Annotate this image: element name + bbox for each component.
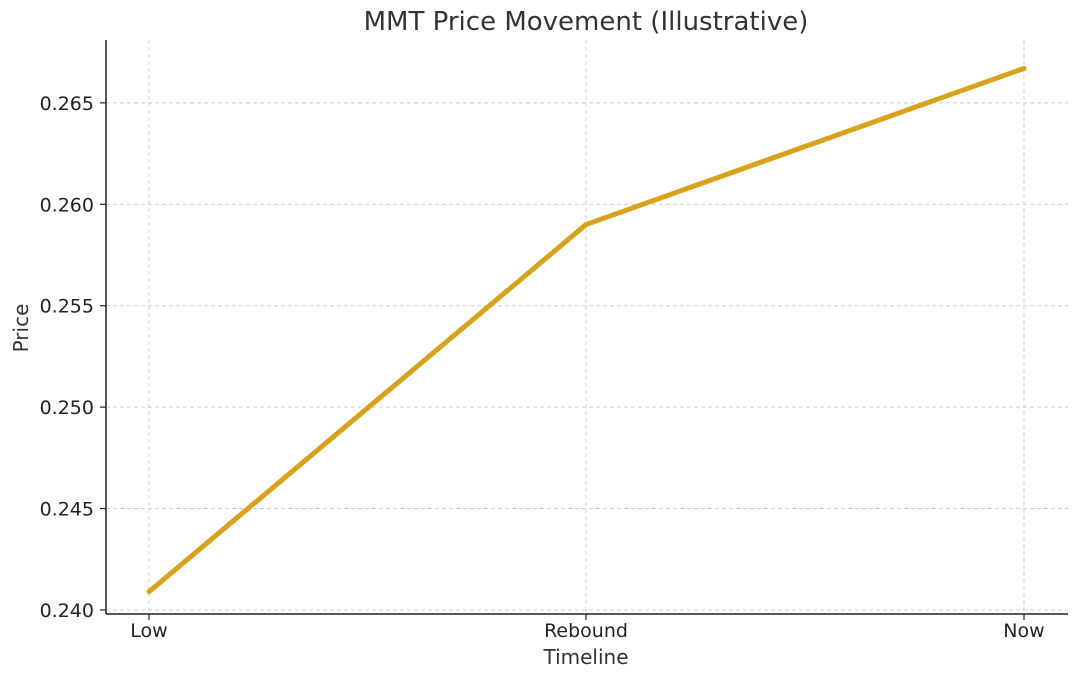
y-tick-label: 0.245: [40, 499, 94, 521]
chart-title: MMT Price Movement (Illustrative): [364, 7, 809, 37]
y-tick-label: 0.265: [40, 93, 94, 115]
y-axis-label: Price: [9, 304, 33, 353]
axis-layer: [105, 40, 1068, 615]
y-tick-label: 0.260: [40, 194, 94, 216]
x-tick-label: Rebound: [544, 620, 628, 642]
x-tick-label: Low: [130, 620, 167, 642]
series-layer: [146, 65, 1027, 595]
tick-layer: 0.240 0.245 0.250 0.255 0.260 0.265 Low Rebound…: [40, 93, 1045, 642]
x-tick-label: Now: [1003, 620, 1044, 642]
x-axis-label: Timeline: [542, 645, 628, 669]
grid-layer: [106, 40, 1068, 614]
y-tick-label: 0.255: [40, 296, 94, 318]
y-tick-label: 0.250: [40, 397, 94, 419]
y-tick-label: 0.240: [40, 600, 94, 622]
